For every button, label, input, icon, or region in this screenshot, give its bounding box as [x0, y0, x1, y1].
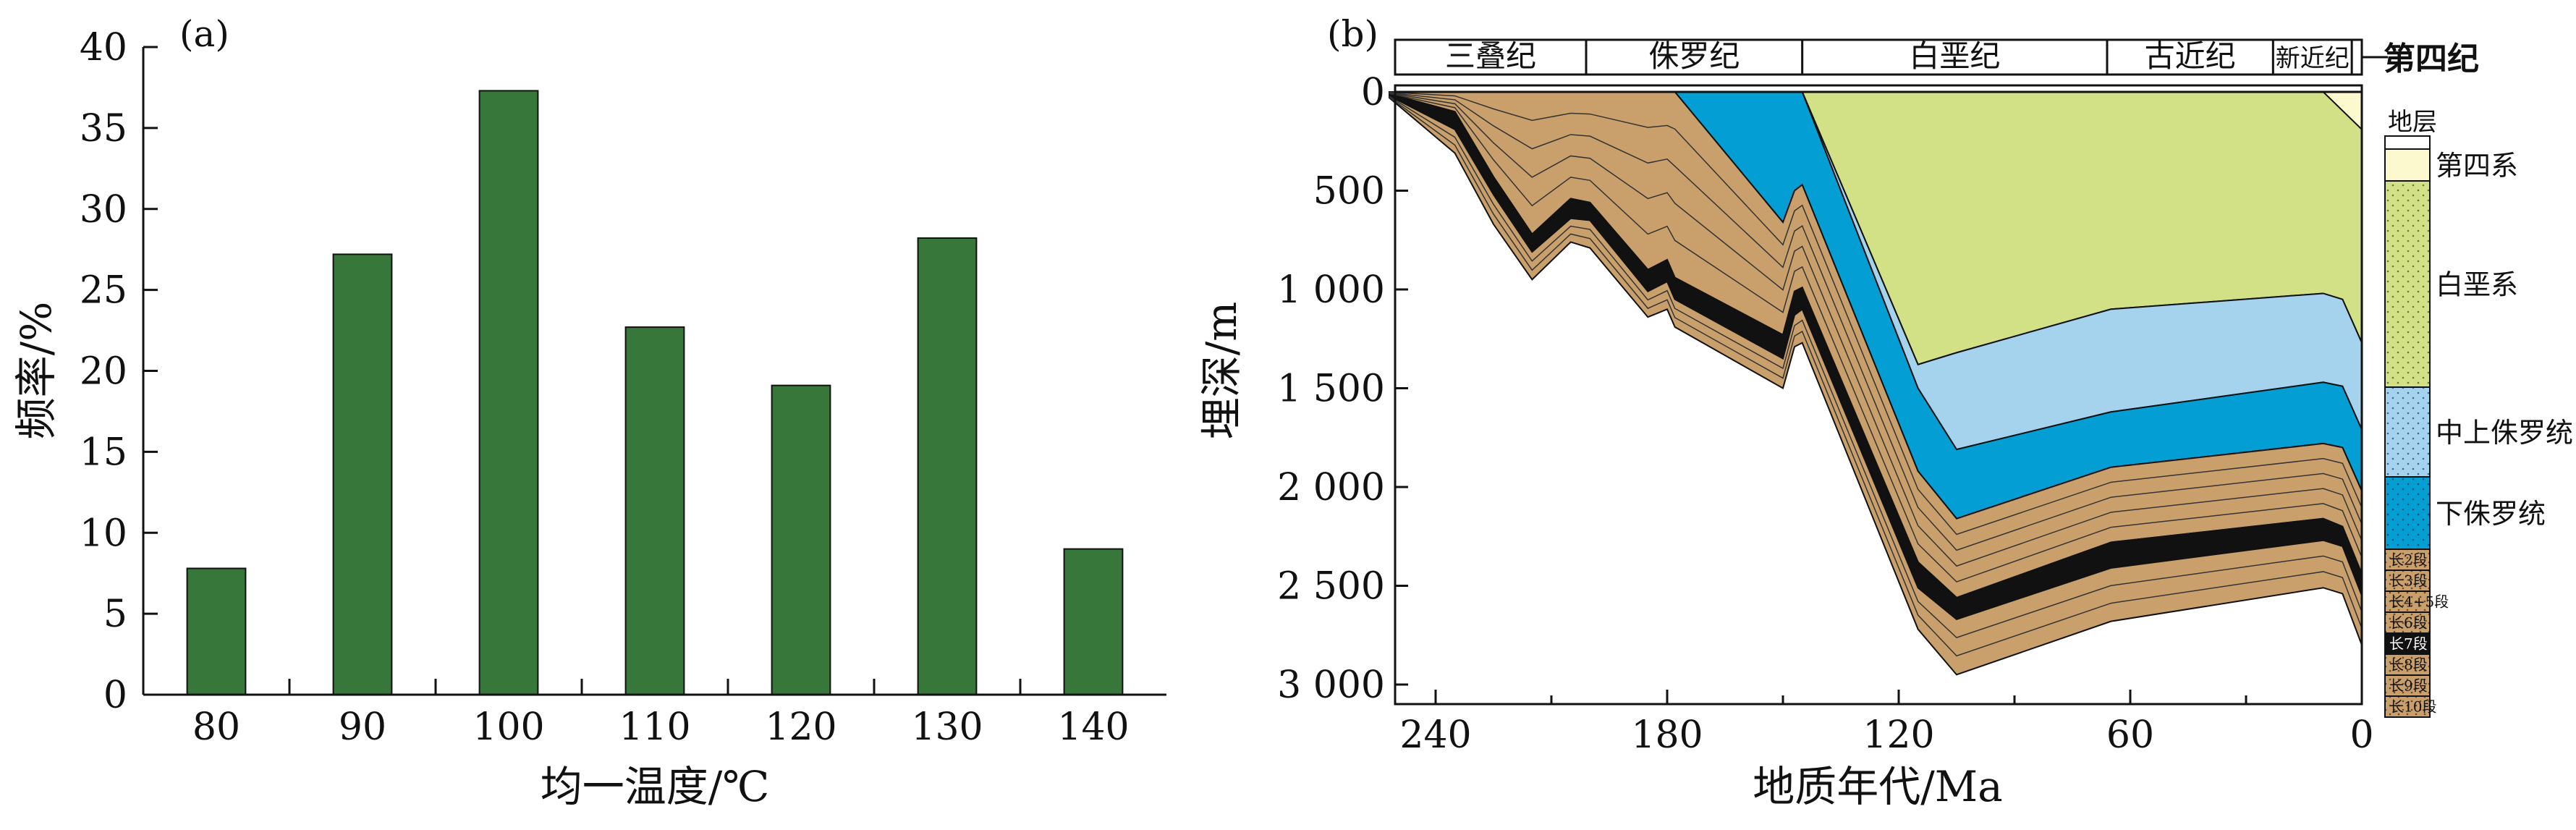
panel-a-bar-chart: (a) 0 5 10 15 20 25 30 35 40 80 90 100 110 120 130 140… — [12, 13, 1166, 811]
strata-legend: 地层 第四系白垩系中上侏罗统下侏罗统长2段长3段长4+5段长6段长7段长8段长9… — [2384, 108, 2573, 718]
panel-a-x-axis-label: 均一温度/℃ — [541, 762, 769, 811]
legend-label-0: 第四系 — [2436, 150, 2518, 182]
panel-a-label: (a) — [179, 13, 229, 55]
panel-a-y-axis-label: 频率/% — [12, 302, 61, 440]
y-tick-label-30: 30 — [80, 188, 127, 232]
y-tick-label-10: 10 — [80, 512, 127, 555]
x-tick-label-90: 90 — [339, 706, 386, 749]
b-y-tick-label-5: 2 500 — [1277, 565, 1385, 609]
y-tick-label-35: 35 — [80, 107, 127, 151]
bar-90 — [332, 253, 393, 695]
panel-b-y-axis-label: 埋深/m — [1197, 302, 1246, 440]
legend-label-9: 长8段 — [2389, 656, 2428, 674]
panel-a-x-ticks: 80 90 100 110 120 130 140 — [192, 679, 1130, 749]
b-x-tick-label-0: 0 — [2350, 713, 2373, 757]
panel-b-burial-history: (b) 三叠纪 侏罗纪 白垩纪 古近纪 新近纪 第四纪 0 500 1 000 1 500 2 … — [1197, 13, 2573, 811]
legend-label-1: 白垩系 — [2436, 269, 2518, 301]
legend-swatch-白垩系 — [2384, 180, 2431, 388]
x-tick-label-100: 100 — [473, 706, 544, 749]
b-y-tick-label-0: 0 — [1361, 71, 1385, 114]
panel-b-label: (b) — [1327, 13, 1378, 55]
chang-lower-sublayer-line-1 — [1389, 96, 2363, 638]
panel-b-x-axis-label: 地质年代/Ma — [1753, 762, 2003, 811]
legend-swatch-长6段 — [2384, 611, 2431, 634]
b-y-tick-label-2: 1 000 — [1277, 268, 1385, 312]
period-label-2: 白垩纪 — [1909, 38, 2000, 74]
period-header-frame — [1394, 38, 2363, 76]
legend-label-11: 长10段 — [2389, 698, 2436, 716]
legend-label-3: 下侏罗统 — [2436, 498, 2546, 530]
bar-100 — [478, 90, 539, 696]
chang-upper-sublayer-line-4 — [1389, 93, 2363, 583]
legend-swatch-长4+5段 — [2384, 590, 2431, 613]
legend-swatch-长2段 — [2384, 549, 2431, 571]
b-x-tick-label-240: 240 — [1399, 713, 1471, 757]
chang-upper-sublayer-line-1 — [1389, 91, 2363, 535]
quaternary-label: 第四纪 — [2384, 41, 2479, 77]
x-tick-label-110: 110 — [619, 706, 690, 749]
legend-label-4: 长2段 — [2389, 551, 2428, 569]
legend-label-8: 长7段 — [2389, 635, 2428, 653]
burial-history-plot — [1389, 90, 2363, 676]
y-tick-label-20: 20 — [80, 350, 127, 394]
legend-label-10: 长9段 — [2389, 677, 2428, 695]
y-tick-label-15: 15 — [80, 431, 127, 474]
period-label-0: 三叠纪 — [1445, 38, 1536, 74]
bar-140 — [1063, 548, 1124, 695]
b-y-tick-label-1: 500 — [1313, 170, 1385, 213]
legend-swatch-长10段 — [2384, 695, 2431, 718]
b-y-tick-label-3: 1 500 — [1277, 368, 1385, 411]
b-x-tick-label-120: 120 — [1863, 713, 1934, 757]
legend-swatch-第四系 — [2384, 148, 2431, 182]
bar-80 — [186, 567, 247, 695]
panel-b-y-ticks: 0 500 1 000 1 500 2 000 2 500 3 000 — [1277, 71, 1408, 707]
bar-130 — [917, 237, 978, 695]
b-x-tick-label-180: 180 — [1631, 713, 1703, 757]
legend-swatch-长7段 — [2384, 632, 2431, 655]
legend-label-6: 长4+5段 — [2389, 593, 2449, 611]
x-tick-label-130: 130 — [911, 706, 983, 749]
panel-a-bars — [186, 90, 1124, 696]
b-y-tick-label-6: 3 000 — [1277, 664, 1385, 707]
x-tick-label-120: 120 — [765, 706, 836, 749]
bar-110 — [624, 326, 685, 695]
panel-a-y-ticks: 0 5 10 15 20 25 30 35 40 — [80, 26, 158, 717]
panel-b-x-ticks: 240 180 120 60 0 — [1399, 690, 2374, 757]
b-y-tick-label-4: 2 000 — [1277, 466, 1385, 509]
y-tick-label-5: 5 — [103, 593, 127, 636]
period-header: 三叠纪 侏罗纪 白垩纪 古近纪 新近纪 — [1394, 38, 2363, 76]
period-label-4: 新近纪 — [2276, 44, 2350, 73]
legend-swatch-下侏罗统 — [2384, 476, 2431, 550]
panel-b-plot-frame — [1394, 84, 2363, 706]
legend-swatch-中上侏罗统 — [2384, 386, 2431, 478]
legend-label-2: 中上侏罗统 — [2436, 417, 2573, 449]
y-tick-label-25: 25 — [80, 269, 127, 313]
b-x-tick-label-60: 60 — [2106, 713, 2154, 757]
legend-label-5: 长3段 — [2389, 572, 2428, 590]
y-tick-label-40: 40 — [80, 26, 127, 69]
period-label-1: 侏罗纪 — [1648, 38, 1740, 74]
period-label-3: 古近纪 — [2145, 38, 2236, 74]
strata-legend-title: 地层 — [2388, 108, 2437, 137]
chang-upper-sublayer-line-3 — [1389, 92, 2363, 567]
chang-lower-sublayer-line-2 — [1389, 96, 2363, 657]
legend-swatch-长9段 — [2384, 674, 2431, 697]
y-tick-label-0: 0 — [103, 674, 127, 717]
bar-120 — [771, 384, 831, 695]
legend-label-7: 长6段 — [2389, 614, 2428, 632]
chang-upper-sublayer-line-2 — [1389, 92, 2363, 551]
x-tick-label-80: 80 — [192, 706, 240, 749]
legend-top-spacer — [2384, 135, 2431, 150]
x-tick-label-140: 140 — [1057, 706, 1129, 749]
